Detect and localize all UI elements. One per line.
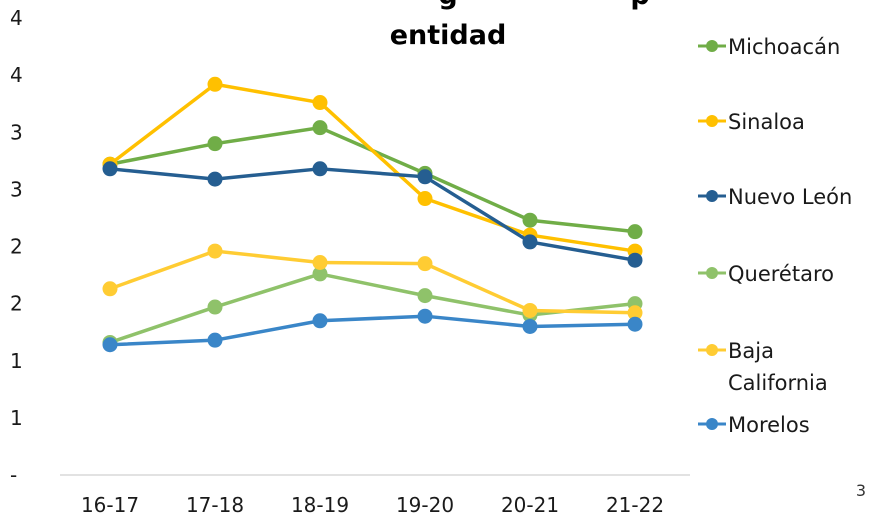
data-point bbox=[312, 95, 328, 111]
series-querétaro bbox=[102, 266, 643, 350]
series-nuevo-león bbox=[102, 161, 643, 268]
y-tick-label: 2 bbox=[10, 235, 23, 259]
legend-label: Querétaro bbox=[728, 262, 834, 286]
data-point bbox=[312, 120, 328, 136]
series-line bbox=[109, 314, 636, 347]
y-tick-label: - bbox=[10, 463, 17, 487]
data-point bbox=[522, 234, 538, 250]
legend-item: Querétaro bbox=[698, 262, 834, 286]
series-line bbox=[109, 272, 636, 345]
legend-marker bbox=[706, 190, 718, 202]
data-point bbox=[102, 161, 118, 177]
legend-marker bbox=[706, 267, 718, 279]
legend-label: Sinaloa bbox=[728, 110, 805, 134]
legend-item: Baja California bbox=[698, 339, 828, 395]
y-axis-ticks: - 1 1 2 2 3 3 4 4 bbox=[10, 6, 23, 487]
data-point bbox=[627, 224, 643, 240]
series-baja-california bbox=[102, 243, 643, 321]
y-tick-label: 3 bbox=[10, 177, 23, 201]
x-tick-label: 17-18 bbox=[186, 493, 244, 516]
data-point bbox=[102, 337, 118, 353]
legend-marker bbox=[706, 115, 718, 127]
data-point bbox=[207, 136, 223, 152]
x-tick-label: 21-22 bbox=[606, 493, 664, 516]
y-tick-label: 4 bbox=[10, 63, 23, 87]
data-point bbox=[312, 313, 328, 329]
chart-title-top-fragment: g bbox=[438, 0, 457, 11]
legend-label: Michoacán bbox=[728, 35, 840, 59]
series-sinaloa bbox=[102, 76, 643, 259]
y-tick-label: 2 bbox=[10, 292, 23, 316]
data-point bbox=[522, 212, 538, 228]
series-layer bbox=[102, 76, 643, 353]
legend-label: Baja California bbox=[728, 339, 828, 395]
y-tick-label: 4 bbox=[10, 6, 23, 30]
data-point bbox=[102, 281, 118, 297]
series-line bbox=[109, 167, 636, 262]
series-morelos bbox=[102, 308, 643, 353]
x-tick-label: 18-19 bbox=[291, 493, 349, 516]
x-tick-label: 19-20 bbox=[396, 493, 454, 516]
data-point bbox=[417, 308, 433, 324]
legend-item: Morelos bbox=[698, 413, 810, 437]
series-michoacán bbox=[102, 120, 643, 240]
data-point bbox=[417, 191, 433, 207]
legend: Michoacán Sinaloa Nuevo León Querétaro Baja C… bbox=[698, 35, 852, 437]
legend-item: Michoacán bbox=[698, 35, 840, 59]
x-axis-ticks: 16-17 17-18 18-19 19-20 20-21 21-22 bbox=[81, 493, 664, 516]
data-point bbox=[522, 302, 538, 318]
legend-label: Morelos bbox=[728, 413, 810, 437]
page-number: 3 bbox=[856, 481, 866, 500]
x-tick-label: 16-17 bbox=[81, 493, 139, 516]
data-point bbox=[312, 254, 328, 270]
data-point bbox=[312, 266, 328, 282]
data-point bbox=[207, 76, 223, 92]
data-point bbox=[627, 252, 643, 268]
y-tick-label: 1 bbox=[10, 406, 23, 430]
data-point bbox=[207, 171, 223, 187]
series-line bbox=[109, 249, 636, 315]
series-line bbox=[109, 125, 636, 234]
legend-label: Nuevo León bbox=[728, 185, 852, 209]
series-line bbox=[108, 82, 636, 253]
y-tick-label: 1 bbox=[10, 349, 23, 373]
x-tick-label: 20-21 bbox=[501, 493, 559, 516]
legend-item: Sinaloa bbox=[698, 110, 805, 134]
legend-marker bbox=[706, 40, 718, 52]
chart-title: entidad bbox=[390, 20, 507, 51]
chart-title-top-right-fragment: p bbox=[630, 0, 649, 11]
data-point bbox=[417, 256, 433, 272]
legend-marker bbox=[706, 344, 718, 356]
data-point bbox=[207, 332, 223, 348]
data-point bbox=[522, 318, 538, 334]
legend-item: Nuevo León bbox=[698, 185, 852, 209]
data-point bbox=[207, 243, 223, 259]
data-point bbox=[417, 288, 433, 304]
data-point bbox=[207, 299, 223, 315]
y-tick-label: 3 bbox=[10, 120, 23, 144]
data-point bbox=[627, 305, 643, 321]
data-point bbox=[417, 169, 433, 185]
data-point bbox=[312, 161, 328, 177]
legend-marker bbox=[706, 418, 718, 430]
data-point bbox=[627, 316, 643, 332]
